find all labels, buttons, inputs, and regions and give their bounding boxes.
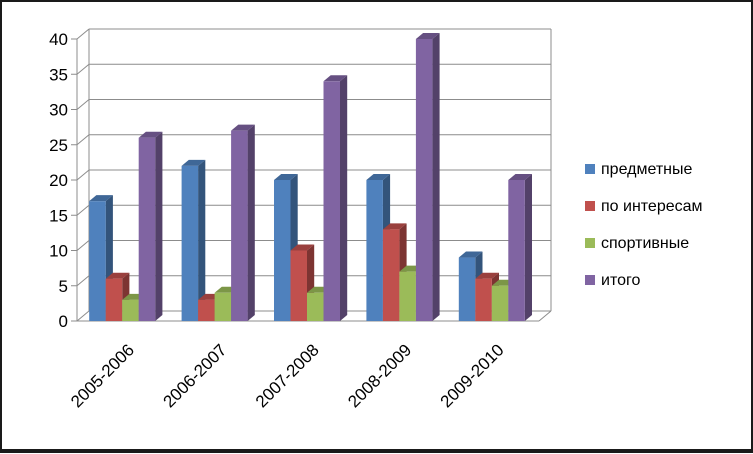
floor-right-edge xyxy=(538,310,552,322)
y-tick-label: 15 xyxy=(49,206,68,225)
y-tick-label: 35 xyxy=(49,65,68,84)
legend-item: спортивные xyxy=(585,235,689,252)
bar-2005-2006-итого xyxy=(138,131,163,321)
x-tick-label: 2009-2010 xyxy=(437,340,508,411)
legend-swatch xyxy=(585,238,595,248)
legend-swatch xyxy=(585,164,595,174)
bar-2006-2007-итого xyxy=(231,124,255,322)
gridline xyxy=(71,204,551,216)
legend-label: по интересам xyxy=(601,198,703,215)
legend: предметные по интересам спортивные итого xyxy=(585,161,703,289)
y-tick-label: 40 xyxy=(49,30,68,49)
bar-2006-2007-предметные xyxy=(181,159,206,321)
legend-swatch xyxy=(585,275,595,285)
x-tick-label: 2007-2008 xyxy=(252,340,323,411)
x-tick-label: 2005-2006 xyxy=(67,340,138,411)
x-tick-label: 2006-2007 xyxy=(159,340,230,411)
legend-item: по интересам xyxy=(585,198,703,215)
legend-item: предметные xyxy=(585,161,692,178)
chart-svg: 0 5 10 15 20 25 30 35 40 2005-2006 2006-2007 2007-… xyxy=(49,28,703,411)
bar-2009-2010-итого xyxy=(508,174,532,321)
x-tick-label: 2008-2009 xyxy=(344,340,415,411)
y-tick-label: 0 xyxy=(59,312,68,331)
y-tick-label: 10 xyxy=(49,242,68,261)
gridline xyxy=(71,99,551,110)
legend-label: предметные xyxy=(601,161,692,178)
gridline xyxy=(71,240,551,251)
gridlines xyxy=(71,28,551,322)
y-tick-label: 20 xyxy=(49,171,68,190)
legend-label: итого xyxy=(601,272,640,289)
gridline xyxy=(71,63,551,75)
gridline xyxy=(71,169,551,181)
bars xyxy=(89,33,532,322)
legend-swatch xyxy=(585,201,595,211)
bar-2007-2008-итого xyxy=(323,75,348,321)
y-tick-label: 30 xyxy=(49,101,68,120)
gridline xyxy=(71,134,551,146)
x-axis-category-labels: 2005-2006 2006-2007 2007-2008 2008-2009 2009… xyxy=(67,340,508,411)
y-tick-label: 5 xyxy=(59,277,68,296)
legend-label: спортивные xyxy=(601,235,689,252)
y-axis-tick-labels: 0 5 10 15 20 25 30 35 40 xyxy=(49,30,68,331)
gridline xyxy=(71,28,551,40)
y-tick-label: 25 xyxy=(49,136,68,155)
bar-2008-2009-итого xyxy=(415,33,440,321)
legend-item: итого xyxy=(585,272,640,289)
